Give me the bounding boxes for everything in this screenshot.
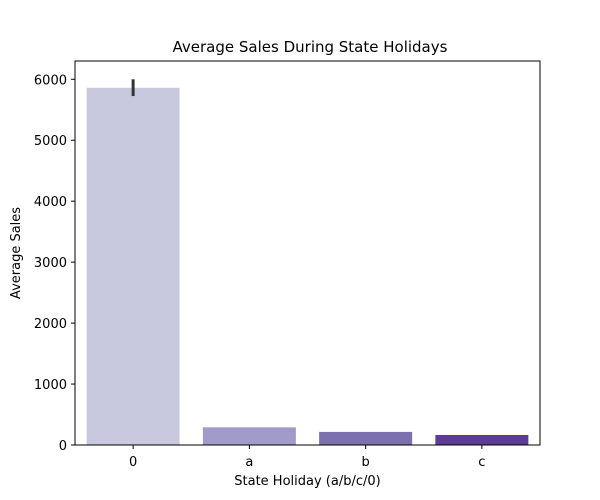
bar-b <box>319 431 413 445</box>
x-axis: 0 a b c <box>129 445 485 470</box>
y-axis: 0 1000 2000 3000 4000 5000 6000 <box>34 73 75 454</box>
y-tick-label-5000: 5000 <box>34 134 67 149</box>
x-tick-label-0: 0 <box>129 455 137 470</box>
y-tick-label-4000: 4000 <box>34 195 67 210</box>
bar-c <box>435 434 529 445</box>
x-tick-label-c: c <box>478 455 485 470</box>
bars-group <box>86 87 529 446</box>
x-tick-label-a: a <box>245 455 253 470</box>
y-axis-title: Average Sales <box>9 207 24 299</box>
bar-a <box>202 427 296 445</box>
chart-title: Average Sales During State Holidays <box>173 38 448 56</box>
y-tick-label-2000: 2000 <box>34 317 67 332</box>
x-tick-label-b: b <box>361 455 369 470</box>
x-axis-title: State Holiday (a/b/c/0) <box>234 474 380 489</box>
bar-0 <box>86 87 180 446</box>
y-tick-label-0: 0 <box>59 439 67 454</box>
y-tick-label-3000: 3000 <box>34 256 67 271</box>
plot-frame <box>74 60 541 446</box>
y-tick-label-6000: 6000 <box>34 73 67 88</box>
y-tick-label-1000: 1000 <box>34 378 67 393</box>
